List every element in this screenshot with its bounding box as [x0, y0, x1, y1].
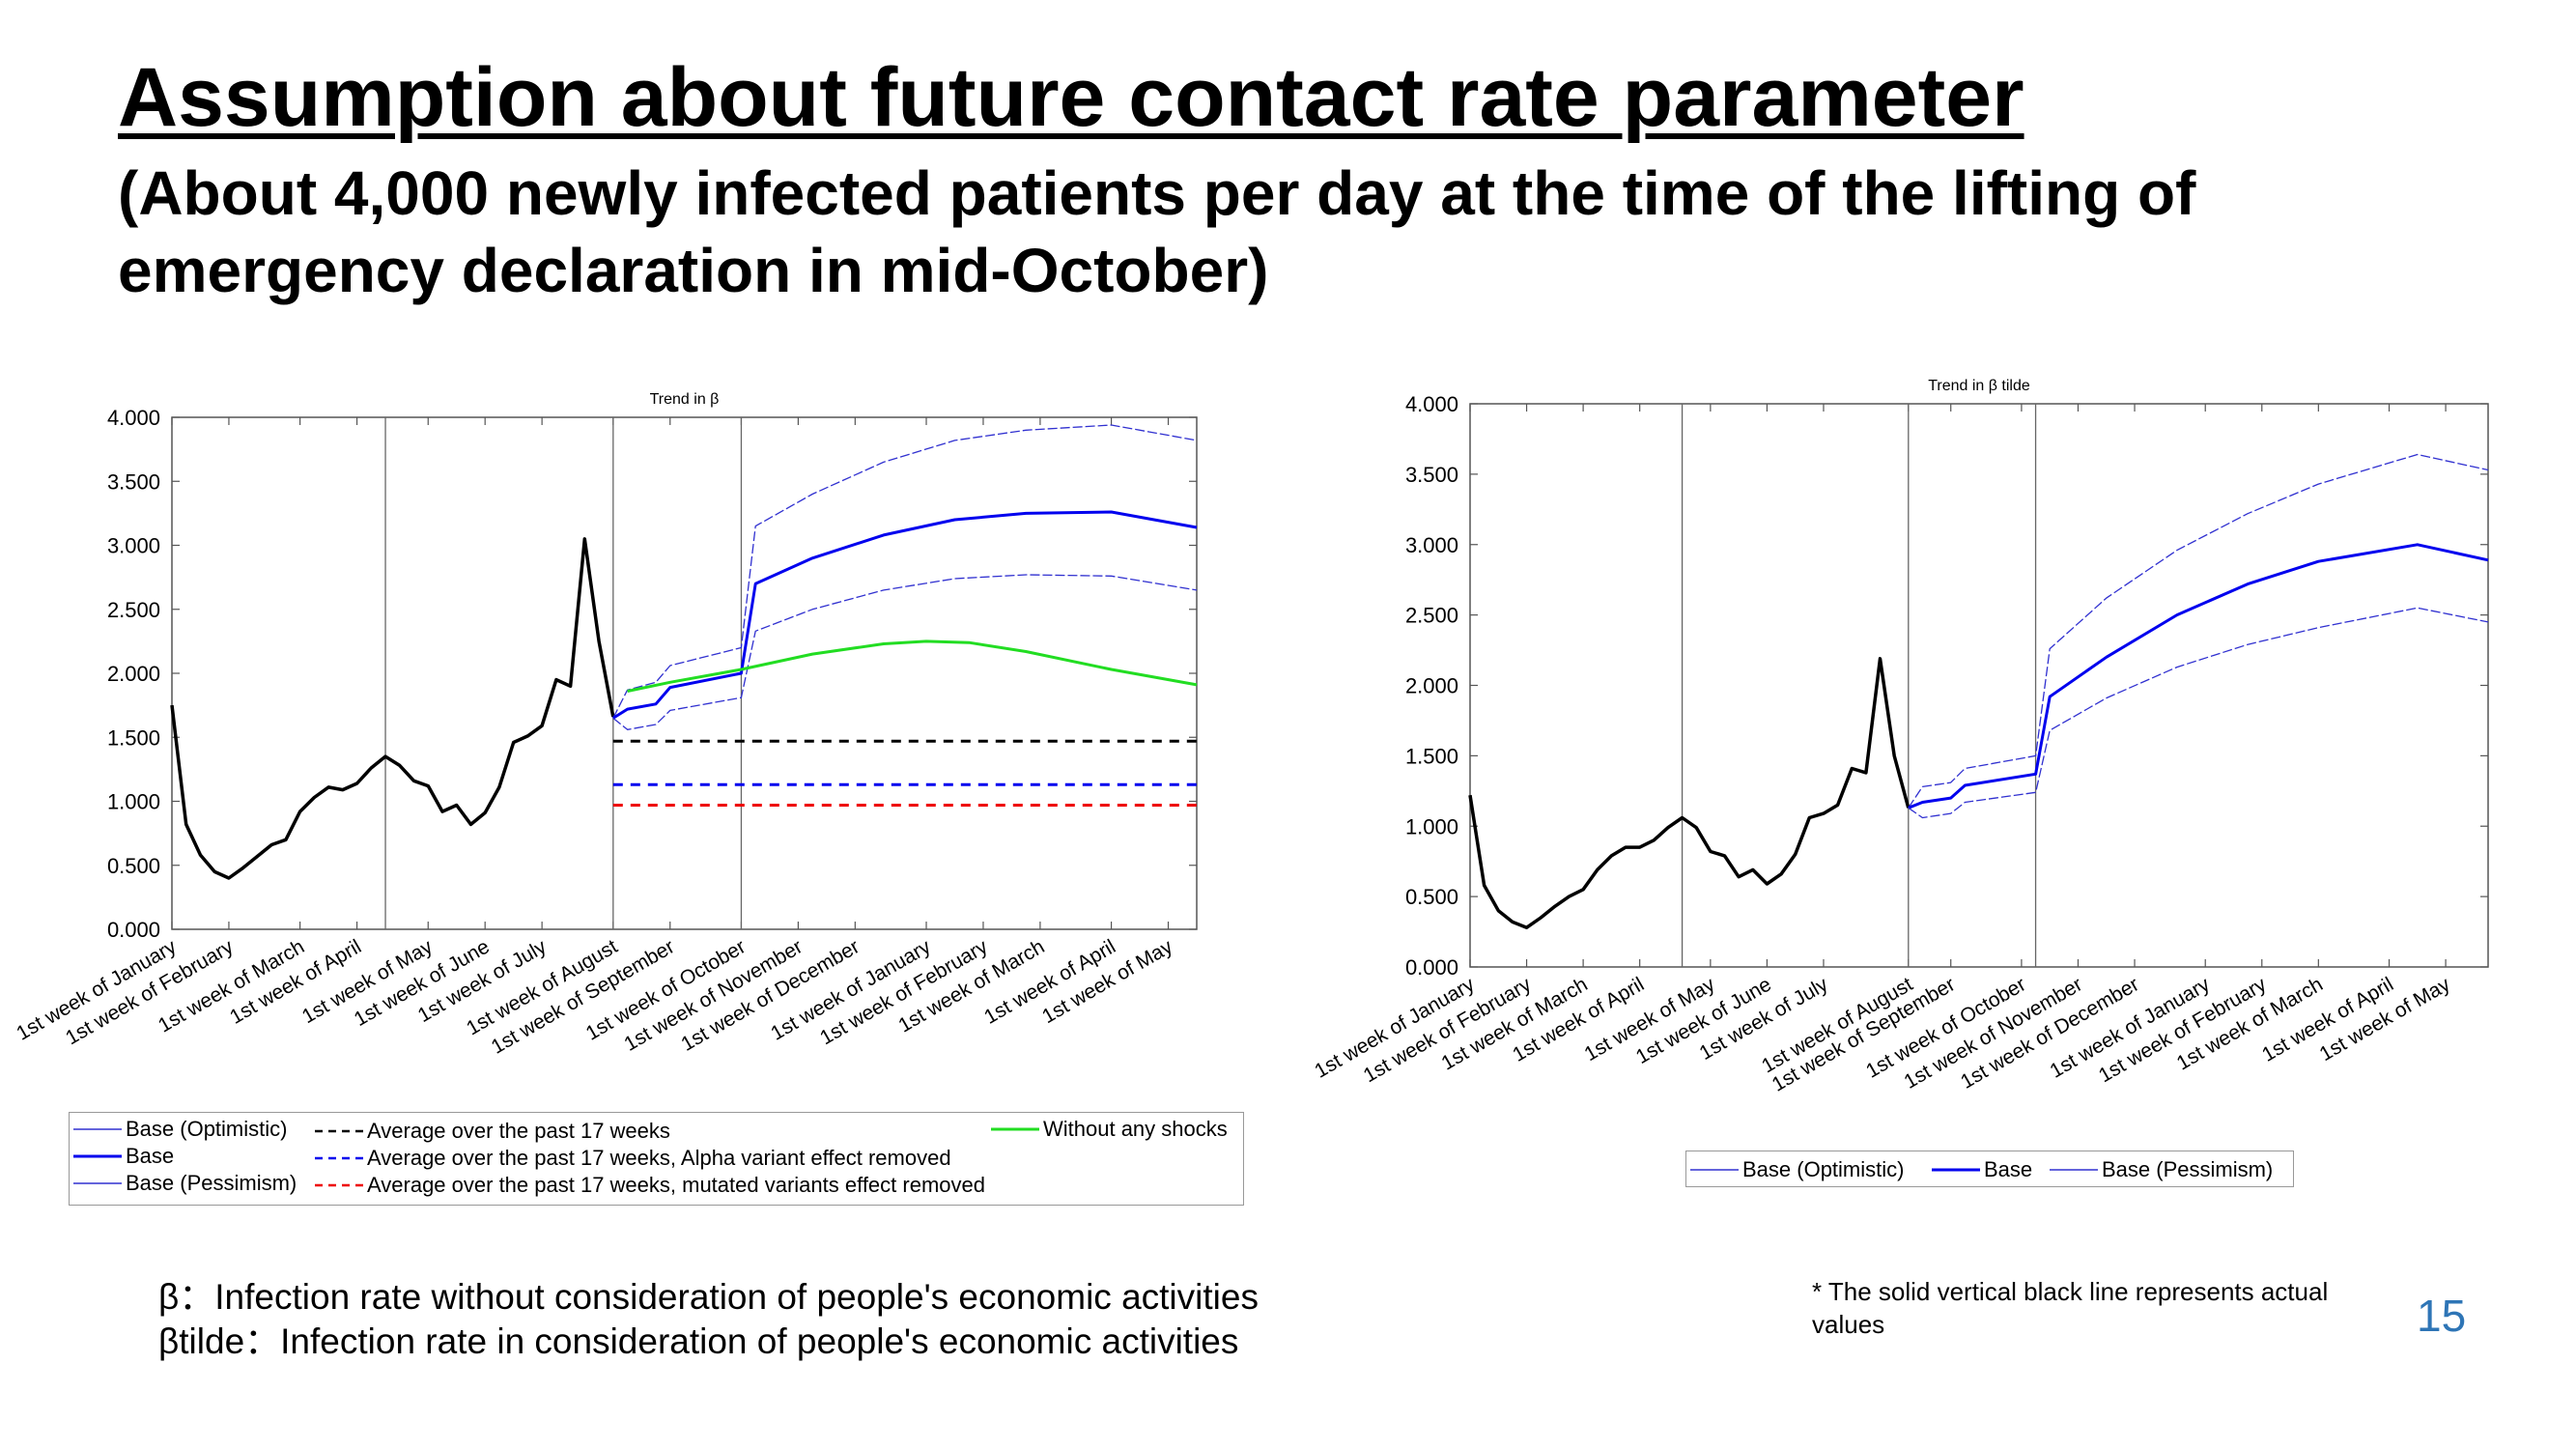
series-line-base-pessimism	[1908, 607, 2489, 819]
series-line-base	[1908, 543, 2489, 810]
legend-item-average-alpha: Average over the past 17 weeks, Alpha va…	[315, 1146, 951, 1171]
y-tick-label: 1.000	[107, 790, 160, 814]
series-line-base-optimistic	[612, 424, 1198, 719]
y-tick-label: 3.500	[1405, 463, 1458, 487]
y-tick-label: 1.000	[1405, 814, 1458, 838]
page-number: 15	[2417, 1291, 2467, 1341]
y-tick-label: 0.500	[1405, 885, 1458, 909]
y-tick-label: 0.000	[1405, 955, 1458, 980]
legend-item-pessimism: Base (Pessimism)	[2050, 1157, 2273, 1182]
chart-beta-tilde: Trend in β tilde 0.000 0.500 1.000 1.500 2.00…	[1311, 378, 2489, 1096]
legend-label: Base (Optimistic)	[1742, 1157, 1905, 1181]
y-tick-label: 2.500	[1405, 604, 1458, 628]
legend-label: Base (Pessimism)	[126, 1171, 297, 1195]
series-line-base	[612, 510, 1198, 720]
legend-item-no-shocks: Without any shocks	[991, 1117, 1228, 1142]
chart-title: Trend in β tilde	[1928, 378, 2030, 394]
page-title: Assumption about future contact rate par…	[118, 51, 2024, 144]
y-tick-label: 0.500	[107, 854, 160, 878]
legend-label: Base	[1984, 1157, 2033, 1181]
legend-label: Base (Pessimism)	[2102, 1157, 2274, 1181]
legend-beta-tilde: Base (Optimistic) Base Base (Pessimism)	[1685, 1151, 2294, 1187]
y-tick-label: 2.500	[107, 598, 160, 622]
legend-item-pessimism: Base (Pessimism)	[73, 1171, 297, 1196]
page-subtitle: (About 4,000 newly infected patients per…	[118, 158, 2196, 305]
legend-item-average: Average over the past 17 weeks	[315, 1119, 670, 1144]
definitions: β：Infection rate without consideration o…	[158, 1275, 1259, 1364]
plot-frame	[1469, 403, 2489, 968]
series-line-without-any-shocks	[627, 639, 1198, 693]
legend-label: Average over the past 17 weeks, Alpha va…	[367, 1146, 951, 1170]
y-tick-label: 4.000	[1405, 392, 1458, 416]
legend-label: Without any shocks	[1043, 1117, 1228, 1141]
chart-title: Trend in β	[650, 391, 720, 408]
legend-label: Base (Optimistic)	[126, 1117, 288, 1141]
y-tick-label: 2.000	[1405, 674, 1458, 698]
legend-item-base: Base	[1932, 1157, 2032, 1182]
plot-frame	[171, 416, 1198, 930]
legend-item-optimistic: Base (Optimistic)	[73, 1117, 287, 1142]
series-line-actual	[1468, 657, 1911, 929]
y-tick-label: 0.000	[107, 918, 160, 942]
legend-beta: Base (Optimistic) Base Base (Pessimism) …	[69, 1112, 1244, 1206]
series-line-actual	[170, 537, 615, 880]
y-tick-label: 3.500	[107, 469, 160, 494]
y-tick-label: 1.500	[107, 725, 160, 750]
legend-label: Average over the past 17 weeks, mutated …	[367, 1173, 985, 1197]
y-tick-label: 3.000	[1405, 533, 1458, 557]
legend-item-optimistic: Base (Optimistic)	[1690, 1157, 1904, 1182]
chart-beta: Trend in β 0.000 0.500 1.000 1.500 2.000 2.500…	[13, 391, 1198, 1059]
beta-tilde-definition: βtilde：Infection rate in consideration o…	[158, 1321, 1239, 1361]
y-tick-label: 3.000	[107, 534, 160, 558]
series-line-base-optimistic	[1908, 453, 2489, 809]
y-tick-label: 4.000	[107, 406, 160, 430]
series-line-base-pessimism	[612, 574, 1198, 730]
legend-item-average-mutated: Average over the past 17 weeks, mutated …	[315, 1173, 985, 1198]
beta-definition: β：Infection rate without consideration o…	[158, 1277, 1259, 1317]
legend-label: Base	[126, 1144, 175, 1168]
legend-item-base: Base	[73, 1144, 174, 1169]
footnote: * The solid vertical black line represen…	[1812, 1277, 2329, 1339]
y-tick-label: 2.000	[107, 662, 160, 686]
legend-label: Average over the past 17 weeks	[367, 1119, 670, 1143]
y-tick-label: 1.500	[1405, 744, 1458, 768]
